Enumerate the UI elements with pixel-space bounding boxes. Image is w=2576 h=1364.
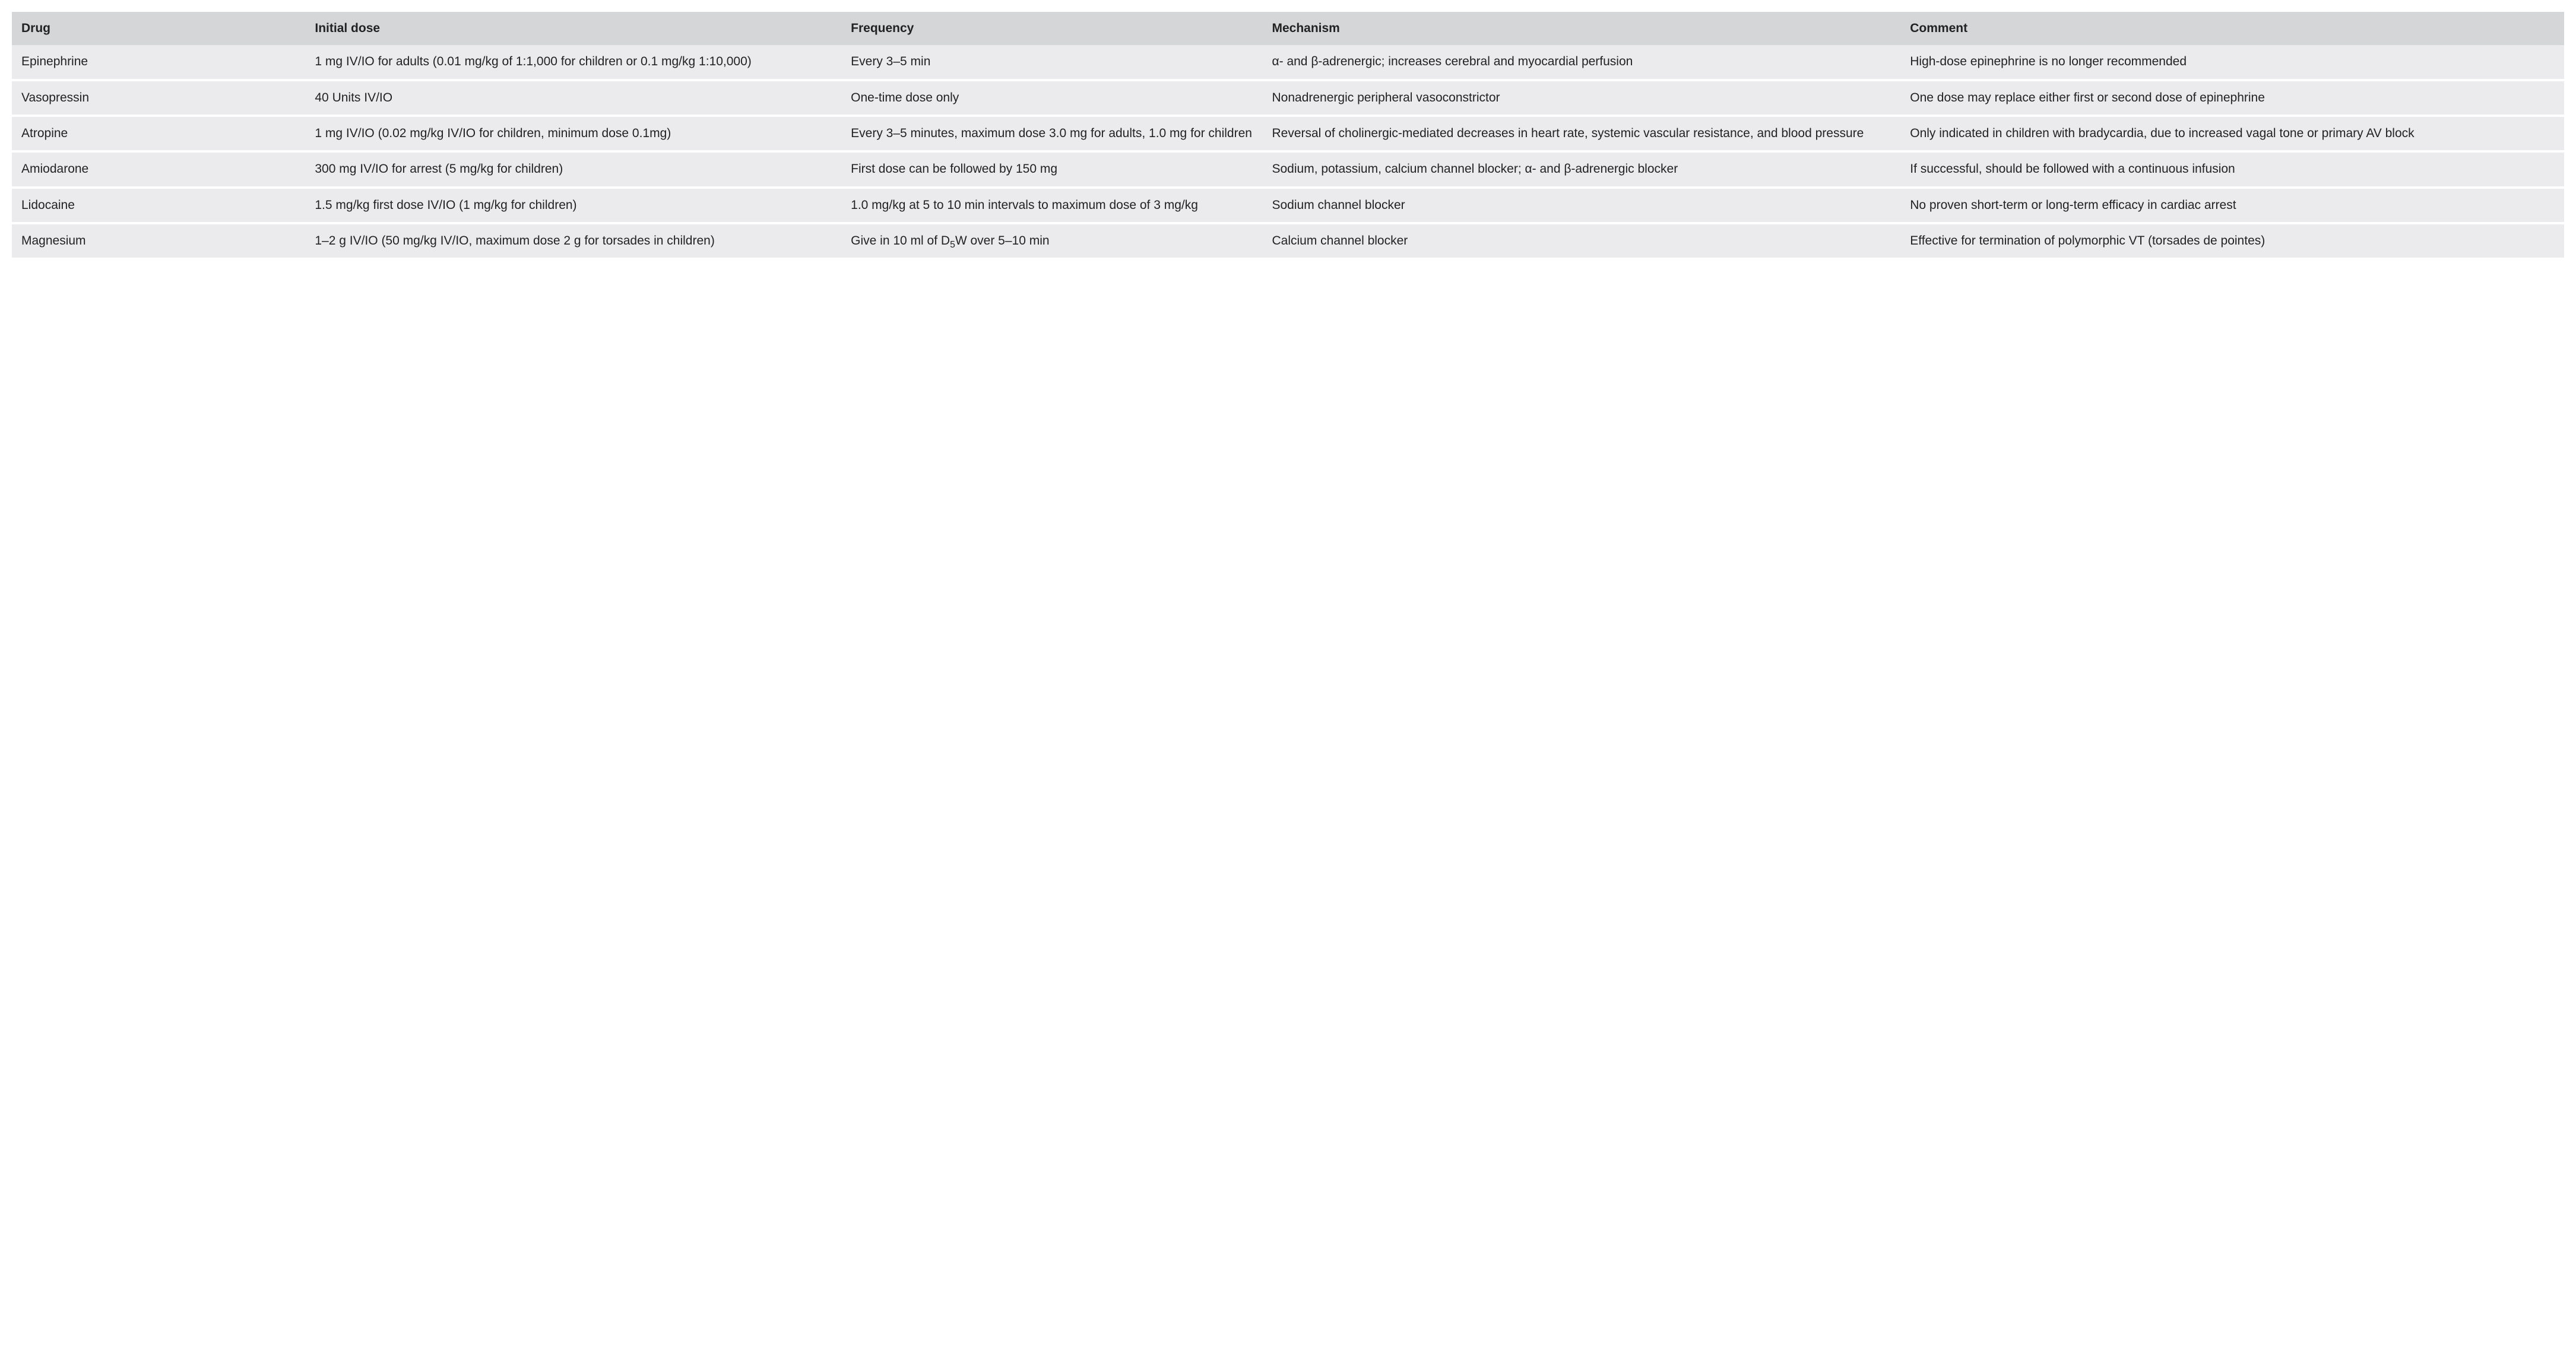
cell-mechanism: Calcium channel blocker	[1262, 223, 1900, 258]
cell-mechanism: Sodium, potassium, calcium channel block…	[1262, 151, 1900, 187]
cell-frequency: Every 3–5 minutes, maximum dose 3.0 mg f…	[841, 116, 1262, 151]
cell-frequency: 1.0 mg/kg at 5 to 10 min intervals to ma…	[841, 188, 1262, 223]
col-header-1: Initial dose	[305, 12, 841, 45]
col-header-3: Mechanism	[1262, 12, 1900, 45]
cell-initial_dose: 1.5 mg/kg first dose IV/IO (1 mg/kg for …	[305, 188, 841, 223]
drug-table: DrugInitial doseFrequencyMechanismCommen…	[12, 12, 2564, 258]
table-row: Vasopressin40 Units IV/IOOne-time dose o…	[12, 80, 2564, 116]
cell-initial_dose: 1 mg IV/IO (0.02 mg/kg IV/IO for childre…	[305, 116, 841, 151]
cell-mechanism: Sodium channel blocker	[1262, 188, 1900, 223]
cell-comment: Effective for termination of polymorphic…	[1900, 223, 2564, 258]
cell-drug: Lidocaine	[12, 188, 305, 223]
cell-frequency: First dose can be followed by 150 mg	[841, 151, 1262, 187]
cell-drug: Epinephrine	[12, 45, 305, 80]
cell-drug: Atropine	[12, 116, 305, 151]
header-row: DrugInitial doseFrequencyMechanismCommen…	[12, 12, 2564, 45]
table-head: DrugInitial doseFrequencyMechanismCommen…	[12, 12, 2564, 45]
table-row: Magnesium1–2 g IV/IO (50 mg/kg IV/IO, ma…	[12, 223, 2564, 258]
cell-frequency: Every 3–5 min	[841, 45, 1262, 80]
cell-drug: Amiodarone	[12, 151, 305, 187]
cell-mechanism: Nonadrenergic peripheral vasoconstrictor	[1262, 80, 1900, 116]
col-header-2: Frequency	[841, 12, 1262, 45]
cell-comment: If successful, should be followed with a…	[1900, 151, 2564, 187]
cell-mechanism: α- and β-adrenergic; increases cerebral …	[1262, 45, 1900, 80]
cell-mechanism: Reversal of cholinergic-mediated decreas…	[1262, 116, 1900, 151]
cell-initial_dose: 40 Units IV/IO	[305, 80, 841, 116]
cell-comment: High-dose epinephrine is no longer recom…	[1900, 45, 2564, 80]
table-body: Epinephrine1 mg IV/IO for adults (0.01 m…	[12, 45, 2564, 258]
cell-comment: One dose may replace either first or sec…	[1900, 80, 2564, 116]
table-row: Amiodarone300 mg IV/IO for arrest (5 mg/…	[12, 151, 2564, 187]
col-header-0: Drug	[12, 12, 305, 45]
cell-comment: No proven short-term or long-term effica…	[1900, 188, 2564, 223]
cell-frequency: Give in 10 ml of D5W over 5–10 min	[841, 223, 1262, 258]
cell-initial_dose: 300 mg IV/IO for arrest (5 mg/kg for chi…	[305, 151, 841, 187]
cell-frequency: One-time dose only	[841, 80, 1262, 116]
table-row: Atropine1 mg IV/IO (0.02 mg/kg IV/IO for…	[12, 116, 2564, 151]
cell-drug: Magnesium	[12, 223, 305, 258]
cell-drug: Vasopressin	[12, 80, 305, 116]
cell-comment: Only indicated in children with bradycar…	[1900, 116, 2564, 151]
cell-initial_dose: 1–2 g IV/IO (50 mg/kg IV/IO, maximum dos…	[305, 223, 841, 258]
col-header-4: Comment	[1900, 12, 2564, 45]
cell-initial_dose: 1 mg IV/IO for adults (0.01 mg/kg of 1:1…	[305, 45, 841, 80]
table-row: Epinephrine1 mg IV/IO for adults (0.01 m…	[12, 45, 2564, 80]
table-row: Lidocaine1.5 mg/kg first dose IV/IO (1 m…	[12, 188, 2564, 223]
